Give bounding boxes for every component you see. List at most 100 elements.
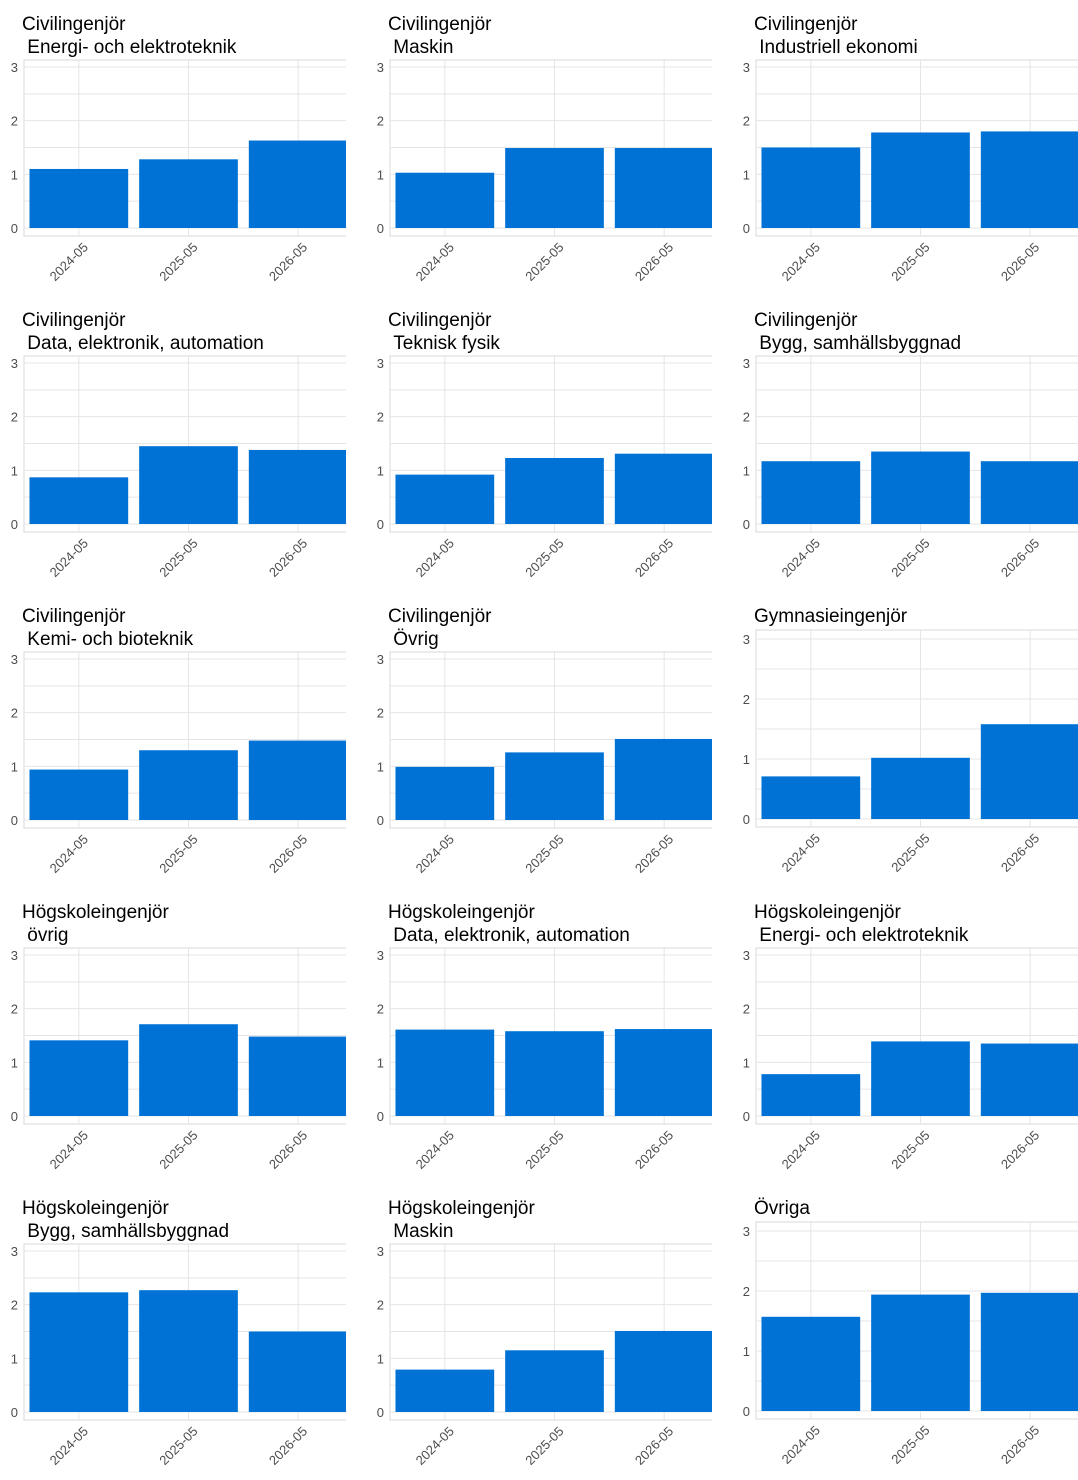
y-tick-label: 3: [377, 948, 384, 963]
chart-panel: Högskoleingenjör Energi- och elektrotekn…: [743, 902, 1078, 1172]
x-tick-label: 2026-05: [998, 1128, 1042, 1172]
x-tick-label: 2024-05: [779, 1128, 823, 1172]
y-tick-label: 1: [377, 759, 384, 774]
y-tick-label: 3: [11, 948, 18, 963]
chart-panel: Högskoleingenjör Bygg, samhällsbyggnad20…: [11, 1198, 346, 1468]
x-tick-label: 2025-05: [522, 536, 566, 580]
y-tick-label: 2: [743, 410, 750, 425]
x-tick-label: 2026-05: [998, 240, 1042, 284]
bar: [395, 172, 495, 228]
chart-title: Civilingenjör: [22, 606, 126, 627]
y-tick-label: 3: [743, 948, 750, 963]
chart-title: Civilingenjör: [754, 14, 858, 35]
y-tick-label: 2: [743, 1002, 750, 1017]
chart-panel: Högskoleingenjör övrig 2024-05 2025-05 2026…: [11, 902, 346, 1172]
y-tick-label: 0: [11, 1405, 18, 1420]
bar: [505, 752, 604, 820]
x-tick-label: 2024-05: [47, 536, 91, 580]
y-tick-label: 2: [743, 114, 750, 129]
bar: [871, 132, 970, 228]
chart-panel: Civilingenjör Bygg, samhällsbyggnad 2024-…: [743, 310, 1078, 580]
chart-title: Högskoleingenjör: [388, 902, 535, 923]
y-tick-label: 0: [11, 221, 18, 236]
chart-panel: Civilingenjör Industriell ekonomi 2024-05…: [743, 14, 1078, 284]
chart-panel: Högskoleingenjör Data, elektronik, autom…: [377, 902, 712, 1172]
y-tick-label: 3: [11, 60, 18, 75]
chart-subtitle: Industriell ekonomi: [754, 37, 918, 58]
y-tick-label: 0: [377, 1405, 384, 1420]
y-tick-label: 0: [377, 813, 384, 828]
bar: [505, 148, 604, 228]
y-tick-label: 3: [743, 1224, 750, 1239]
y-tick-label: 1: [11, 759, 18, 774]
chart-subtitle: Bygg, samhällsbyggnad: [754, 333, 961, 354]
y-tick-label: 0: [743, 221, 750, 236]
x-tick-label: 2026-05: [632, 832, 676, 876]
bar: [395, 1029, 495, 1116]
y-tick-label: 0: [11, 517, 18, 532]
x-tick-label: 2026-05: [266, 1424, 310, 1468]
y-tick-label: 1: [743, 752, 750, 767]
y-tick-label: 0: [743, 517, 750, 532]
y-tick-label: 3: [377, 356, 384, 371]
x-tick-label: 2026-05: [632, 1424, 676, 1468]
y-tick-label: 3: [743, 356, 750, 371]
x-tick-label: 2024-05: [47, 832, 91, 876]
chart-subtitle: Övrig: [388, 629, 439, 650]
bar: [761, 1316, 861, 1411]
y-tick-label: 1: [11, 1351, 18, 1366]
y-tick-label: 0: [743, 1109, 750, 1124]
chart-title: Övriga: [754, 1198, 810, 1219]
chart-subtitle: Maskin: [388, 37, 453, 58]
x-tick-label: 2024-05: [47, 1128, 91, 1172]
bar: [614, 738, 712, 820]
bar: [980, 461, 1078, 524]
bar: [139, 446, 238, 524]
bar: [761, 461, 861, 524]
y-tick-label: 1: [11, 167, 18, 182]
y-tick-label: 0: [377, 221, 384, 236]
y-tick-label: 1: [743, 167, 750, 182]
x-tick-label: 2026-05: [632, 536, 676, 580]
y-tick-label: 0: [11, 1109, 18, 1124]
x-tick-label: 2026-05: [998, 831, 1042, 875]
x-tick-label: 2026-05: [998, 536, 1042, 580]
y-tick-label: 0: [11, 813, 18, 828]
bar: [871, 1041, 970, 1116]
chart-title: Gymnasieingenjör: [754, 606, 908, 627]
y-tick-label: 1: [377, 1351, 384, 1366]
y-tick-label: 2: [377, 114, 384, 129]
x-tick-label: 2024-05: [47, 1424, 91, 1468]
bar: [761, 776, 861, 819]
x-tick-label: 2025-05: [522, 832, 566, 876]
bar: [761, 147, 861, 228]
chart-subtitle: Kemi- och bioteknik: [22, 629, 194, 650]
chart-subtitle: Bygg, samhällsbyggnad: [22, 1221, 229, 1242]
y-tick-label: 1: [377, 1055, 384, 1070]
y-tick-label: 3: [11, 1244, 18, 1259]
chart-title: Civilingenjör: [388, 310, 492, 331]
chart-subtitle: Energi- och elektroteknik: [754, 925, 969, 946]
chart-title: Högskoleingenjör: [22, 902, 169, 923]
y-tick-label: 2: [11, 410, 18, 425]
chart-panel: Civilingenjör Data, elektronik, automati…: [11, 310, 346, 580]
bar: [505, 457, 604, 524]
y-tick-label: 3: [743, 632, 750, 647]
bar: [871, 451, 970, 524]
bar: [248, 740, 346, 820]
chart-panel: Civilingenjör Kemi- och bioteknik 2024-05…: [11, 606, 346, 876]
bar: [505, 1350, 604, 1412]
y-tick-label: 0: [377, 517, 384, 532]
x-tick-label: 2026-05: [266, 1128, 310, 1172]
y-tick-label: 0: [743, 1404, 750, 1419]
bar: [29, 1040, 129, 1116]
y-tick-label: 2: [743, 1284, 750, 1299]
bar: [139, 750, 238, 820]
bar: [980, 1043, 1078, 1116]
bar: [980, 1292, 1078, 1411]
x-tick-label: 2025-05: [888, 240, 932, 284]
y-tick-label: 2: [377, 1002, 384, 1017]
y-tick-label: 1: [743, 1055, 750, 1070]
bar: [871, 757, 970, 819]
